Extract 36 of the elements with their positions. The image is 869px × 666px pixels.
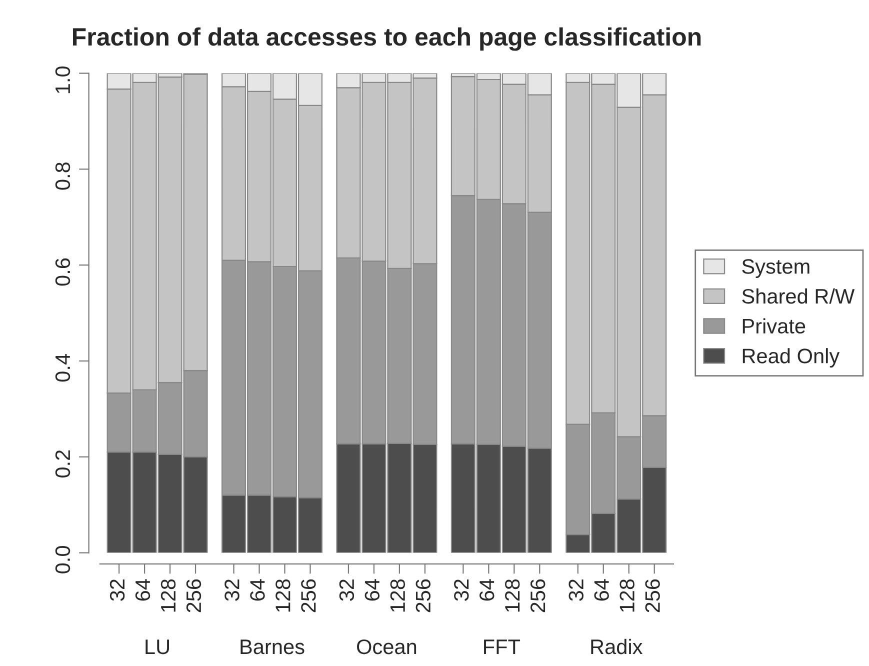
x-tick-label: 64 <box>364 579 380 601</box>
x-tick-label: 128 <box>390 579 406 612</box>
x-tick-label: 32 <box>568 580 584 601</box>
x-tick-label: 64 <box>250 579 265 601</box>
legend-label: Read Only <box>742 348 840 368</box>
x-tick-label: 128 <box>160 579 176 612</box>
x-tick-label: 64 <box>135 579 150 601</box>
x-tick-label: 256 <box>530 579 546 612</box>
legend-label: System <box>742 259 810 278</box>
legend-label: Shared R/W <box>742 288 855 304</box>
text: FFT <box>484 640 520 654</box>
x-tick-label: 32 <box>110 580 125 601</box>
x-tick-label: 32 <box>454 580 469 601</box>
text: Radix <box>591 638 643 654</box>
y-tick-label: 0.4 <box>55 354 70 382</box>
chart-title: Fraction of data accesses to each page classification <box>73 27 701 51</box>
y-tick-label: 0.6 <box>55 258 70 286</box>
text: LU <box>146 640 169 654</box>
y-tick-label: 1.0 <box>55 66 70 94</box>
x-tick-label: 256 <box>301 579 316 612</box>
x-tick-label: 256 <box>645 579 660 612</box>
text: Barnes <box>240 640 304 654</box>
y-tick-label: 0.2 <box>55 450 70 478</box>
x-tick-label: 32 <box>339 580 354 601</box>
x-tick-label: 64 <box>594 579 609 601</box>
x-tick-label: 256 <box>186 579 202 612</box>
x-tick-label: 32 <box>224 580 240 601</box>
x-tick-label: 128 <box>505 579 520 612</box>
x-tick-label: 128 <box>276 579 290 612</box>
legend-label: Private <box>742 318 806 334</box>
y-tick-label: 0.8 <box>55 162 70 190</box>
x-tick-label: 64 <box>480 579 494 601</box>
y-tick-label: 0.0 <box>55 546 70 574</box>
x-tick-label: 256 <box>416 579 431 612</box>
text: Ocean <box>357 639 416 654</box>
x-tick-label: 128 <box>620 579 634 612</box>
